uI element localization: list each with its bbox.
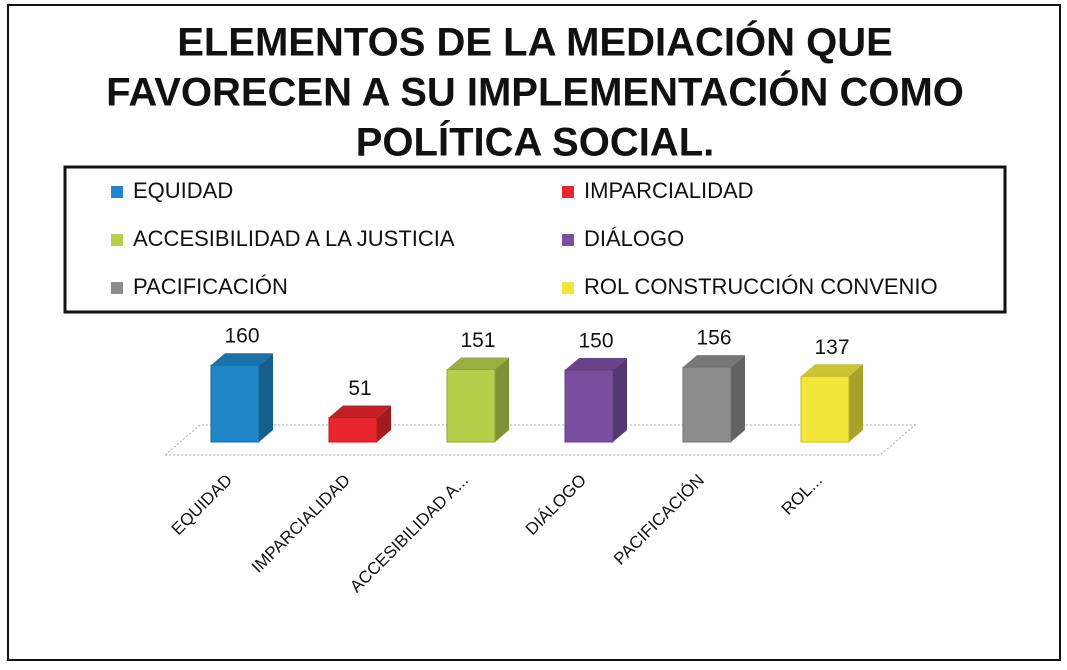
bar-side [495, 357, 509, 442]
bar-top [211, 353, 273, 366]
x-tick-label: IMPARCIALIDAD [248, 471, 354, 577]
bar-side [259, 353, 273, 442]
legend-swatch [111, 186, 123, 198]
value-label: 151 [460, 329, 495, 352]
x-tick-label: EQUIDAD [168, 471, 236, 539]
bar [446, 357, 509, 443]
bar-top [565, 358, 627, 370]
x-tick-label: ROL... [778, 471, 826, 519]
bar [564, 358, 627, 443]
x-tick-label: DIÁLOGO [522, 471, 590, 539]
bar [800, 364, 863, 443]
floor [163, 424, 917, 456]
value-label: 160 [224, 325, 259, 348]
bar-front [800, 375, 850, 443]
chart-title: POLÍTICA SOCIAL. [356, 120, 715, 165]
legend-label: IMPARCIALIDAD [584, 178, 754, 203]
bar [328, 405, 391, 443]
value-label: 137 [814, 336, 849, 359]
bar [210, 353, 273, 443]
legend-swatch [562, 186, 574, 198]
legend-label: DIÁLOGO [584, 226, 684, 251]
legend-box [63, 165, 1007, 314]
legend-swatch [111, 282, 123, 294]
bar-top [329, 405, 391, 418]
bar-top [801, 364, 863, 377]
bar-top [683, 355, 745, 368]
legend-label: ACCESIBILIDAD A LA JUSTICIA [133, 226, 455, 251]
bar-side [731, 355, 745, 442]
x-tick-label: PACIFICACIÓN [610, 471, 708, 569]
legend-label: ROL CONSTRUCCIÓN CONVENIO [584, 274, 938, 299]
bar-side [613, 358, 627, 442]
bar-front [564, 369, 614, 443]
bar-front [446, 369, 496, 443]
value-label: 51 [348, 377, 371, 400]
bar-front [328, 417, 378, 443]
legend-swatch [562, 282, 574, 294]
frame [7, 4, 1061, 661]
chart-title: ELEMENTOS DE LA MEDIACIÓN QUE [177, 19, 893, 65]
bar [682, 355, 745, 443]
bar-side [849, 364, 863, 442]
legend-label: EQUIDAD [133, 178, 233, 203]
value-label: 150 [578, 330, 613, 353]
legend-swatch [111, 234, 123, 246]
chart-title: FAVORECEN A SU IMPLEMENTACIÓN COMO [106, 69, 964, 115]
bar-front [210, 364, 260, 443]
value-label: 156 [696, 327, 731, 350]
bar-side [377, 405, 391, 442]
legend-label: PACIFICACIÓN [133, 274, 288, 299]
x-tick-label: ACCESIBILIDAD A... [346, 471, 472, 597]
legend-swatch [562, 234, 574, 246]
bar-front [682, 366, 732, 443]
bar-top [447, 357, 509, 370]
